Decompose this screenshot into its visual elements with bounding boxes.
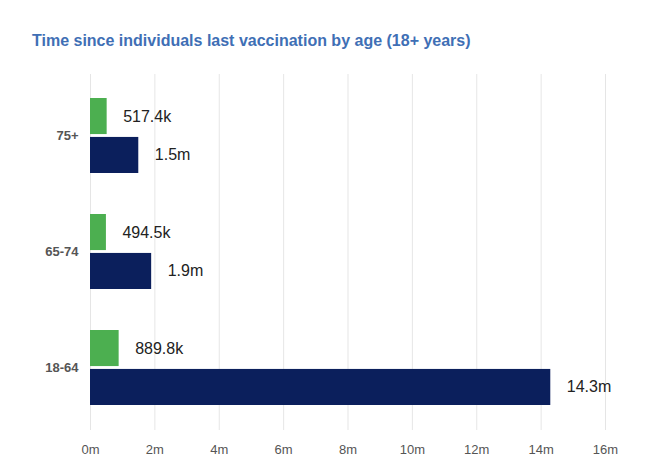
- svg-text:10m: 10m: [400, 442, 425, 457]
- svg-text:2m: 2m: [146, 442, 164, 457]
- svg-text:14m: 14m: [528, 442, 553, 457]
- svg-text:12m: 12m: [464, 442, 489, 457]
- svg-text:0m: 0m: [81, 442, 99, 457]
- svg-text:1.9m: 1.9m: [168, 262, 204, 279]
- svg-text:517.4k: 517.4k: [123, 108, 172, 125]
- svg-text:8m: 8m: [339, 442, 357, 457]
- svg-text:18-64: 18-64: [45, 360, 79, 375]
- svg-text:65-74: 65-74: [45, 244, 79, 259]
- html-text:Time since individuals last va: Time since individuals last vaccination …: [32, 32, 471, 49]
- svg-text:14.3m: 14.3m: [567, 378, 611, 395]
- svg-text:889.8k: 889.8k: [135, 340, 184, 357]
- svg-text:6m: 6m: [275, 442, 293, 457]
- svg-text:75+: 75+: [56, 128, 78, 143]
- svg-text:1.5m: 1.5m: [155, 146, 191, 163]
- svg-text:16m: 16m: [593, 442, 618, 457]
- svg-text:494.5k: 494.5k: [122, 224, 171, 241]
- svg-text:4m: 4m: [210, 442, 228, 457]
